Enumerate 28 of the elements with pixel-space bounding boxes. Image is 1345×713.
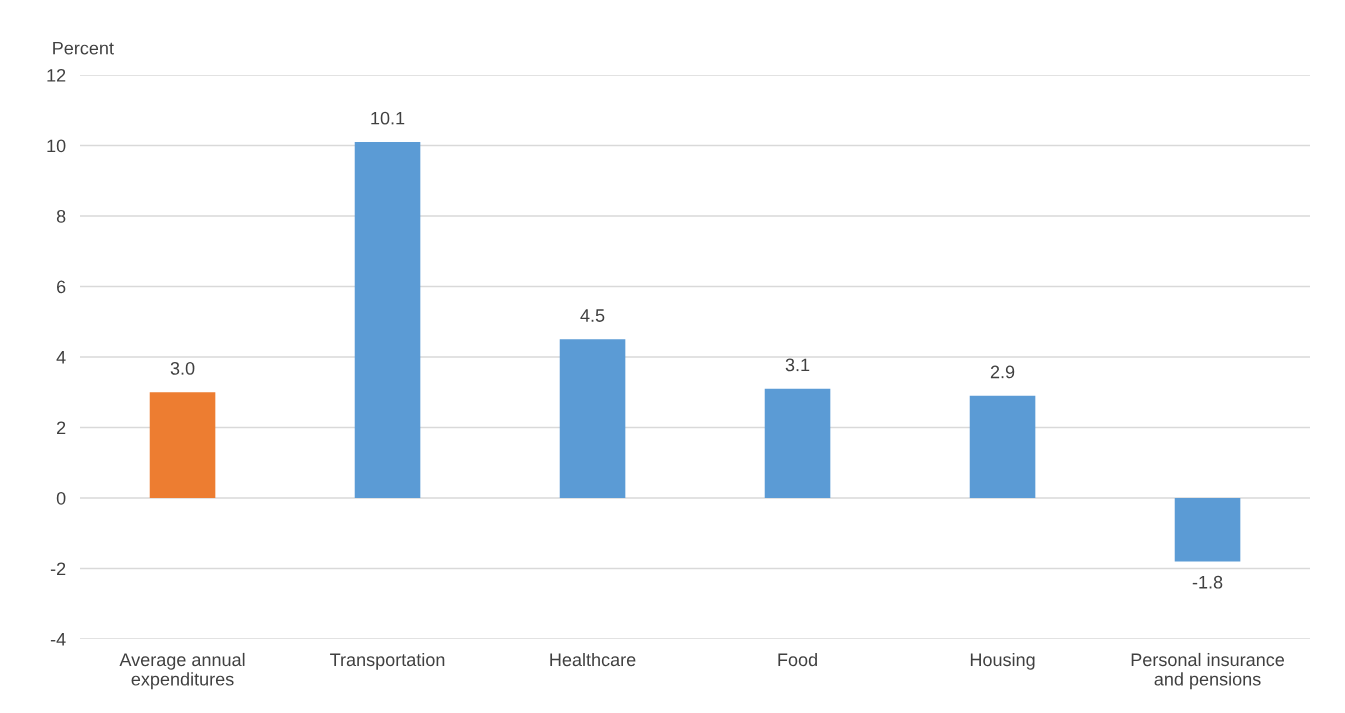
data-label: -1.8 — [1192, 575, 1223, 589]
y-tick-label: 10 — [47, 139, 66, 153]
y-tick-label: 0 — [56, 491, 66, 505]
y-tick-label: 12 — [47, 68, 66, 82]
data-label: 3.1 — [785, 358, 810, 372]
x-tick-label: Housing — [970, 652, 1035, 670]
y-axis-title: Percent — [53, 41, 114, 55]
data-label: 4.5 — [580, 309, 605, 322]
y-tick-label: 8 — [56, 209, 66, 223]
data-label: 2.9 — [990, 365, 1015, 379]
bar — [969, 395, 1036, 498]
bar — [149, 392, 216, 498]
y-tick-label: -4 — [50, 633, 66, 646]
y-tick-label: -2 — [50, 562, 66, 576]
bar — [354, 141, 421, 498]
x-tick-label: Average annual expenditures — [119, 652, 245, 690]
bar — [559, 339, 626, 498]
x-tick-label: Healthcare — [550, 652, 636, 667]
x-tick-label: Food — [778, 652, 817, 667]
y-tick-label: 6 — [57, 280, 66, 294]
x-tick-label: Transportation — [330, 652, 445, 670]
bar — [764, 388, 831, 498]
bar — [1174, 497, 1241, 562]
data-label: 3.0 — [170, 362, 195, 375]
x-tick-label: Personal insurance and pensions — [1131, 652, 1285, 690]
y-tick-label: 4 — [56, 351, 66, 364]
y-tick-label: 2 — [57, 421, 66, 435]
data-label: 10.1 — [371, 111, 405, 125]
